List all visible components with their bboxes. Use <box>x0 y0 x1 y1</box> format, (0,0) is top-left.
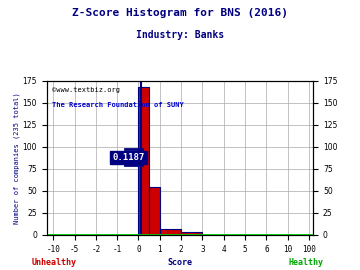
Bar <box>160 229 181 235</box>
Text: Score: Score <box>167 258 193 266</box>
Text: 0.1187: 0.1187 <box>112 153 144 162</box>
Text: Z-Score Histogram for BNS (2016): Z-Score Histogram for BNS (2016) <box>72 8 288 18</box>
Text: Industry: Banks: Industry: Banks <box>136 30 224 40</box>
Text: Unhealthy: Unhealthy <box>32 258 76 266</box>
Bar <box>149 187 160 235</box>
Bar <box>181 232 202 235</box>
Text: Healthy: Healthy <box>288 258 324 266</box>
Y-axis label: Number of companies (235 total): Number of companies (235 total) <box>13 92 20 224</box>
Text: The Research Foundation of SUNY: The Research Foundation of SUNY <box>52 102 184 108</box>
Text: ©www.textbiz.org: ©www.textbiz.org <box>52 87 120 93</box>
Bar <box>139 87 149 235</box>
